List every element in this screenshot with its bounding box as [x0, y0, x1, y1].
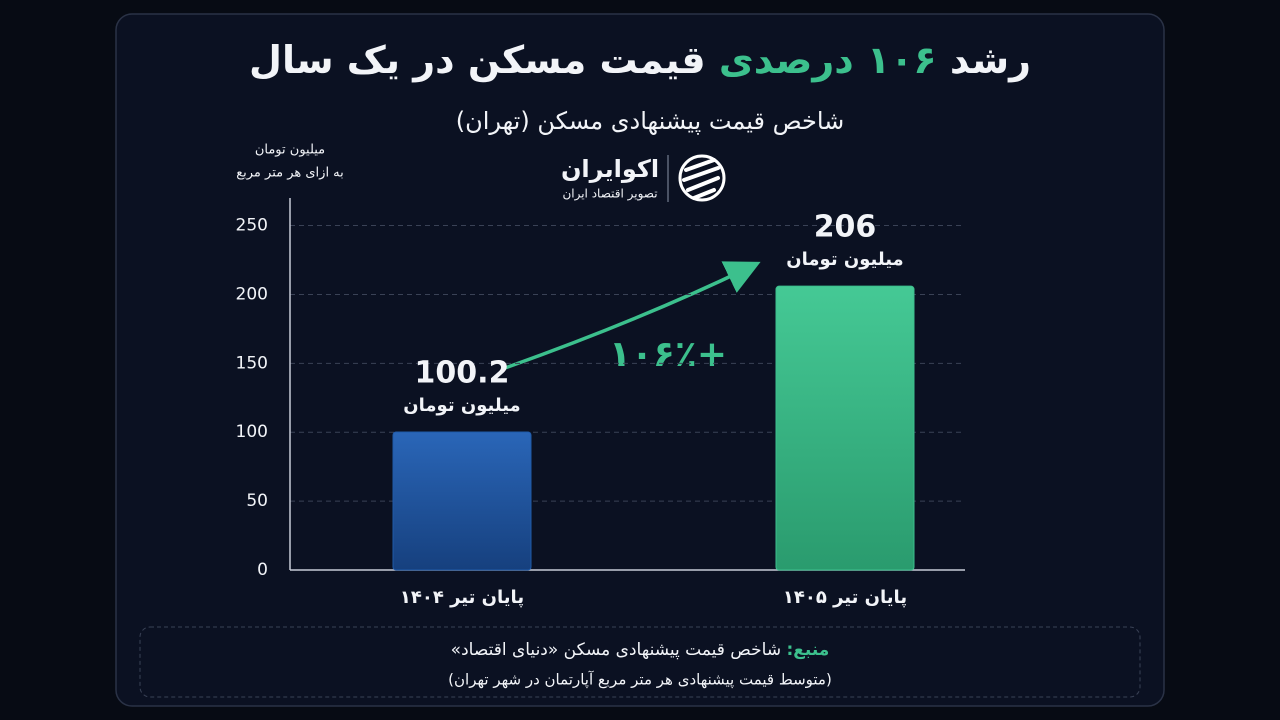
brand-logo [667, 154, 726, 202]
bar [392, 431, 532, 571]
y-axis-label: به ازای هر متر مربع [236, 166, 344, 181]
y-tick-label: 250 [236, 216, 268, 236]
title-part: قیمت مسکن در یک سال [249, 38, 706, 82]
y-axis-label: میلیون تومان [255, 143, 325, 158]
growth-label: +۱۰۶٪ [609, 334, 727, 375]
source-line: منبع: شاخص قیمت پیشنهادی مسکن «دنیای اقت… [451, 640, 830, 660]
value-unit: میلیون تومان [403, 395, 520, 416]
y-tick-label: 150 [236, 353, 268, 373]
y-tick-label: 50 [246, 491, 268, 511]
y-tick-label: 100 [236, 422, 268, 442]
subtitle: شاخص قیمت پیشنهادی مسکن (تهران) [456, 107, 845, 135]
source-text: شاخص قیمت پیشنهادی مسکن «دنیای اقتصاد» [451, 640, 781, 660]
x-tick-label: پایان تیر ۱۴۰۴ [400, 587, 524, 608]
y-tick-label: 0 [257, 560, 268, 580]
value-label: 100.2 [415, 355, 510, 390]
source-label: منبع: [786, 640, 829, 660]
title-highlight: ۱۰۶ درصدی [719, 38, 937, 82]
source-note: (متوسط قیمت پیشنهادی هر متر مربع آپارتما… [448, 671, 832, 690]
title-part: رشد [950, 38, 1031, 82]
bar [775, 285, 915, 571]
chart-title: رشد ۱۰۶ درصدی قیمت مسکن در یک سال [249, 38, 1031, 82]
brand-tagline: تصویر اقتصاد ایران [562, 187, 657, 202]
brand-name: اکوایران [561, 155, 659, 183]
y-tick-label: 200 [236, 284, 268, 304]
value-label: 206 [814, 210, 877, 245]
x-tick-label: پایان تیر ۱۴۰۵ [783, 587, 907, 608]
source-box [139, 626, 1141, 698]
value-unit: میلیون تومان [786, 249, 903, 270]
growth-arrow [504, 261, 761, 370]
